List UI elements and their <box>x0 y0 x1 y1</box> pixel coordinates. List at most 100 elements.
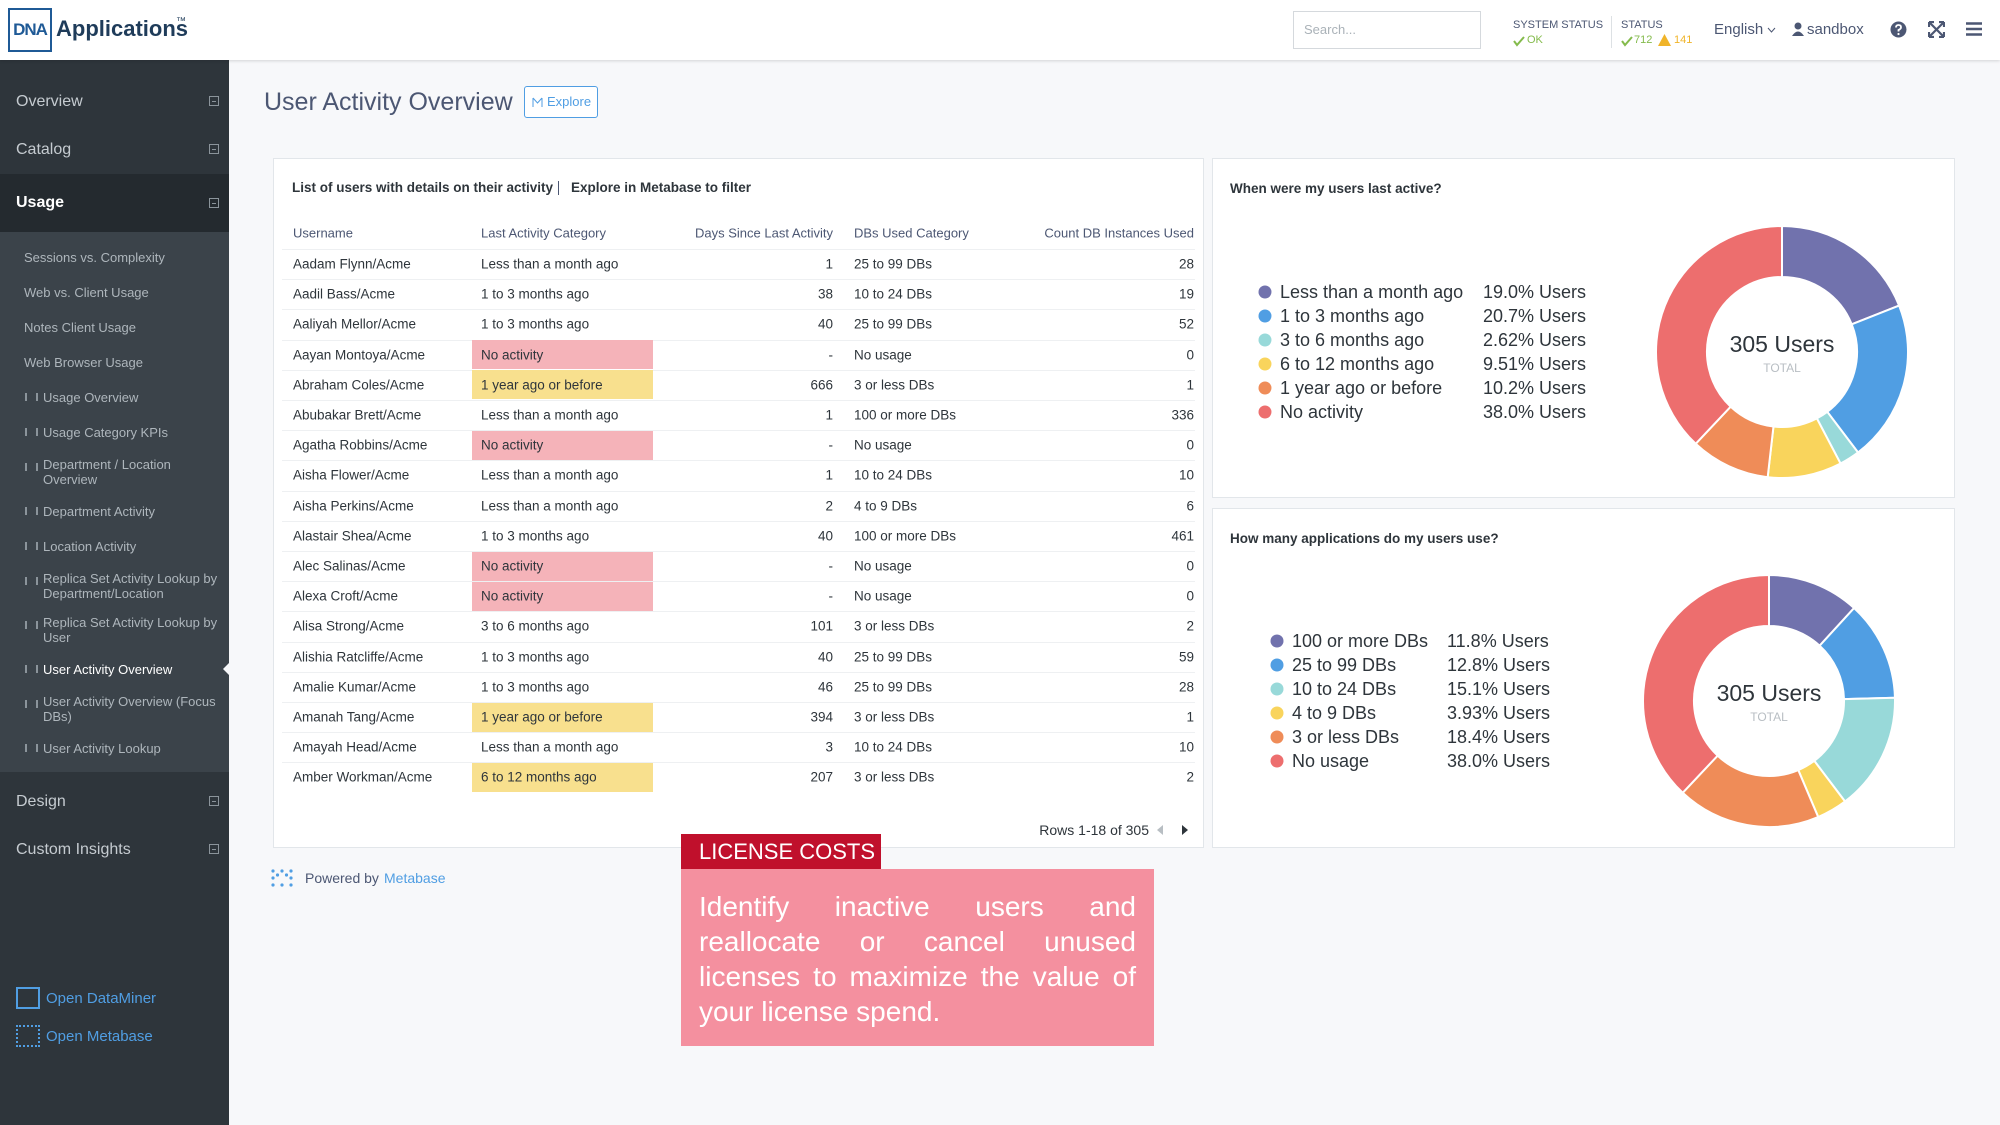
table-cell: No usage <box>854 588 912 604</box>
table-cell: 336 <box>1171 407 1194 423</box>
table-cell: 1 to 3 months ago <box>481 286 590 302</box>
table-cell: Alisa Strong/Acme <box>293 618 405 634</box>
column-header[interactable]: Days Since Last Activity <box>695 225 833 241</box>
legend-dot <box>1258 309 1272 323</box>
cell-highlight <box>472 702 653 732</box>
table-cell: 10 <box>1178 739 1194 755</box>
legend-label[interactable]: 1 year ago or before <box>1280 378 1442 398</box>
legend-label[interactable]: 25 to 99 DBs <box>1292 655 1396 675</box>
nav-item[interactable]: Department / Location Overview <box>0 450 229 494</box>
table-cell: Aisha Perkins/Acme <box>293 498 414 514</box>
legend-label[interactable]: No usage <box>1292 751 1369 771</box>
legend-label[interactable]: 10 to 24 DBs <box>1292 679 1396 699</box>
table-cell: Aisha Flower/Acme <box>293 467 410 483</box>
donut-segment[interactable] <box>1781 224 1901 326</box>
nav-item[interactable]: Web Browser Usage <box>0 345 229 380</box>
chart-card: How many applications do my users use? 10… <box>1212 508 1955 848</box>
table-cell: 25 to 99 DBs <box>854 316 933 332</box>
legend-label[interactable]: 1 to 3 months ago <box>1280 306 1424 326</box>
column-header[interactable]: DBs Used Category <box>854 225 969 241</box>
legend-label[interactable]: 100 or more DBs <box>1292 631 1428 651</box>
nav-section[interactable]: Custom Insights <box>0 826 229 874</box>
nav-section[interactable]: Catalog <box>0 126 229 174</box>
brand-logo[interactable]: DNA <box>8 8 52 52</box>
column-header[interactable]: Last Activity Category <box>481 225 606 241</box>
explore-button[interactable]: Explore <box>524 86 599 118</box>
nav-section-active[interactable]: Usage <box>0 174 229 232</box>
nav-item[interactable]: User Activity Overview <box>0 652 229 687</box>
nav-section[interactable]: Design <box>0 778 229 826</box>
sidebar-link[interactable]: Open Metabase <box>16 1025 156 1066</box>
table-cell: 10 to 24 DBs <box>854 286 933 302</box>
system-status-value: OK <box>1527 34 1543 46</box>
nav-section[interactable]: Overview <box>0 78 229 126</box>
table-cell: 3 or less DBs <box>854 769 935 785</box>
legend-label[interactable]: Less than a month ago <box>1280 282 1463 302</box>
sidebar-link[interactable]: Open DataMiner <box>16 987 156 1028</box>
legend-dot <box>1258 381 1272 395</box>
table-cell: 3 <box>825 739 833 755</box>
table-cell: Abraham Coles/Acme <box>293 377 425 393</box>
legend-label[interactable]: No activity <box>1280 402 1363 422</box>
status-warn-count: 141 <box>1674 34 1693 46</box>
column-header[interactable]: Count DB Instances Used <box>1044 225 1194 241</box>
nav-item[interactable]: Sessions vs. Complexity <box>0 240 229 275</box>
table-cell: 3 or less DBs <box>854 377 935 393</box>
legend-value: 15.1% Users <box>1447 679 1550 699</box>
legend-label[interactable]: 3 to 6 months ago <box>1280 330 1424 350</box>
legend-value: 9.51% Users <box>1483 354 1586 374</box>
nav-item[interactable]: User Activity Lookup <box>0 731 229 766</box>
nav-item[interactable]: Department Activity <box>0 494 229 529</box>
nav-item[interactable]: Location Activity <box>0 529 229 564</box>
legend-label[interactable]: 3 or less DBs <box>1292 727 1399 747</box>
donut-center-value: 305 Users <box>1730 331 1835 357</box>
table-cell: 40 <box>817 649 833 665</box>
table-cell: 25 to 99 DBs <box>854 649 933 665</box>
prev-page[interactable] <box>1157 825 1163 835</box>
legend-value: 3.93% Users <box>1447 703 1550 723</box>
menu-button[interactable] <box>1966 22 1982 36</box>
row-divider <box>282 340 1195 341</box>
table-explore-link[interactable]: Explore in Metabase to filter <box>571 180 752 195</box>
metabase-link[interactable]: Metabase <box>384 870 446 886</box>
row-divider <box>282 702 1195 703</box>
help-button[interactable] <box>1890 21 1907 38</box>
search-box[interactable]: Search... <box>1293 11 1481 49</box>
nav-item[interactable]: Replica Set Activity Lookup by User <box>0 608 229 652</box>
collapse-icon <box>209 198 219 208</box>
column-header[interactable]: Username <box>293 225 353 241</box>
table-cell: 0 <box>1186 588 1194 604</box>
nav-item[interactable]: Usage Overview <box>0 380 229 415</box>
pagination: Rows 1-18 of 305 <box>1039 822 1149 838</box>
donut-segment[interactable] <box>1642 573 1770 795</box>
legend-label[interactable]: 6 to 12 months ago <box>1280 354 1434 374</box>
cell-highlight <box>472 370 653 400</box>
table-cell: 3 or less DBs <box>854 618 935 634</box>
table-cell: 4 to 9 DBs <box>854 498 918 514</box>
legend-dot <box>1258 357 1272 371</box>
next-page[interactable] <box>1182 825 1188 835</box>
legend-label[interactable]: 4 to 9 DBs <box>1292 703 1376 723</box>
donut-segment[interactable] <box>1655 224 1783 446</box>
explore-icon <box>532 97 543 107</box>
nav-item[interactable]: Usage Category KPIs <box>0 415 229 450</box>
card-question: When were my users last active? <box>1230 181 1442 196</box>
nav-item[interactable]: Notes Client Usage <box>0 310 229 345</box>
legend-dot <box>1270 706 1284 720</box>
nav-item[interactable]: Web vs. Client Usage <box>0 275 229 310</box>
row-divider <box>282 430 1195 431</box>
legend-value: 12.8% Users <box>1447 655 1550 675</box>
table-cell: 100 or more DBs <box>854 407 957 423</box>
trademark: ™ <box>176 16 186 27</box>
nav-item[interactable]: Replica Set Activity Lookup by Departmen… <box>0 564 229 608</box>
row-divider <box>282 611 1195 612</box>
fullscreen-button[interactable] <box>1928 21 1945 38</box>
table-cell: 1 <box>1186 377 1194 393</box>
table-cell: No activity <box>481 347 544 363</box>
user-menu[interactable]: sandbox <box>1807 21 1864 38</box>
language-select[interactable]: English <box>1714 21 1764 38</box>
table-cell: Alishia Ratcliffe/Acme <box>293 649 424 665</box>
nav-item[interactable]: User Activity Overview (Focus DBs) <box>0 687 229 731</box>
table-cell: - <box>828 347 834 363</box>
row-divider <box>282 551 1195 552</box>
